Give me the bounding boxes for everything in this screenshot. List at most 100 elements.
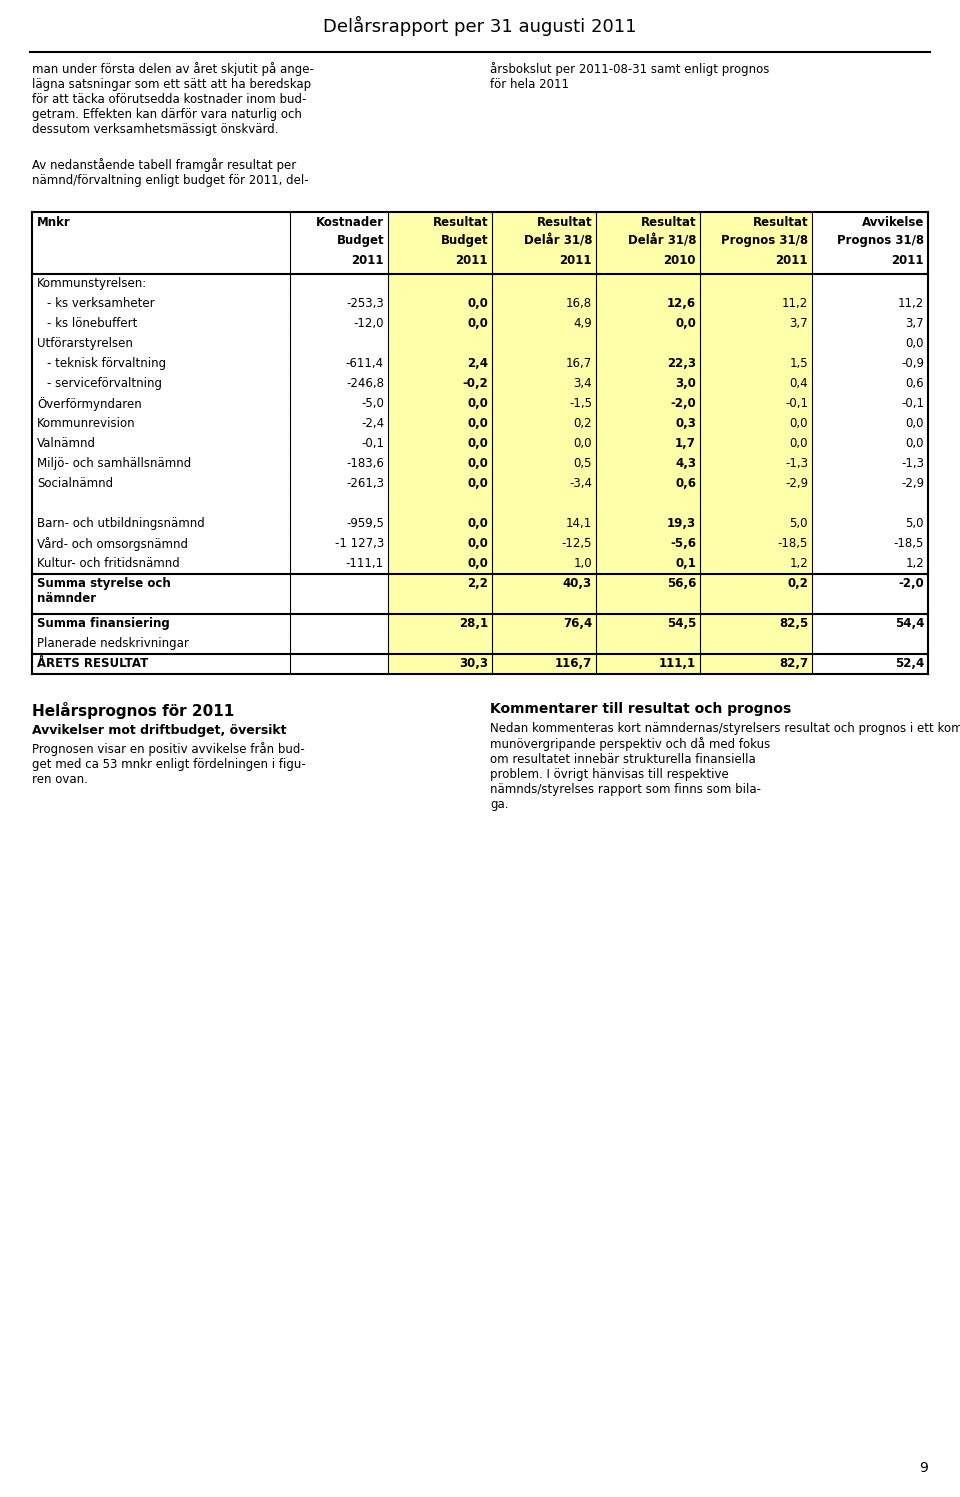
Bar — [492, 374, 596, 394]
Bar — [388, 415, 492, 434]
Text: 0,2: 0,2 — [787, 576, 808, 590]
Text: Summa finansiering: Summa finansiering — [37, 617, 170, 630]
Text: 9: 9 — [919, 1461, 928, 1475]
Text: 0,0: 0,0 — [468, 317, 488, 329]
Bar — [700, 454, 812, 475]
Bar — [596, 635, 700, 654]
Text: -111,1: -111,1 — [346, 557, 384, 570]
Bar — [700, 274, 812, 293]
Text: 3,7: 3,7 — [789, 317, 808, 329]
Bar — [492, 635, 596, 654]
Text: 0,0: 0,0 — [789, 418, 808, 430]
Bar — [596, 293, 700, 314]
Text: 0,0: 0,0 — [789, 437, 808, 451]
Bar — [700, 573, 812, 614]
Text: Resultat: Resultat — [432, 216, 488, 229]
Bar — [388, 394, 492, 415]
Text: 0,4: 0,4 — [789, 377, 808, 391]
Text: 16,8: 16,8 — [565, 296, 592, 310]
Bar — [596, 554, 700, 573]
Bar — [700, 513, 812, 534]
Bar — [700, 434, 812, 454]
Bar — [388, 475, 492, 494]
Bar — [388, 274, 492, 293]
Text: 0,0: 0,0 — [468, 418, 488, 430]
Text: 22,3: 22,3 — [667, 356, 696, 370]
Text: Nedan kommenteras kort nämndernas/styrelsers resultat och prognos i ett kom-
mun: Nedan kommenteras kort nämndernas/styrel… — [490, 722, 960, 811]
Bar — [596, 475, 700, 494]
Text: 2011: 2011 — [351, 254, 384, 266]
Text: 52,4: 52,4 — [895, 657, 924, 671]
Text: -12,0: -12,0 — [353, 317, 384, 329]
Bar — [492, 334, 596, 353]
Text: Helårsprognos för 2011: Helårsprognos för 2011 — [32, 702, 234, 719]
Text: 0,6: 0,6 — [905, 377, 924, 391]
Text: Prognosen visar en positiv avvikelse från bud-
get med ca 53 mnkr enligt fördeln: Prognosen visar en positiv avvikelse frå… — [32, 743, 305, 786]
Text: 14,1: 14,1 — [565, 516, 592, 530]
Bar — [492, 573, 596, 614]
Text: 0,2: 0,2 — [573, 418, 592, 430]
Text: 0,0: 0,0 — [573, 437, 592, 451]
Text: 28,1: 28,1 — [459, 617, 488, 630]
Text: Utförarstyrelsen: Utförarstyrelsen — [37, 337, 132, 350]
Text: 4,9: 4,9 — [573, 317, 592, 329]
Bar — [596, 334, 700, 353]
Bar — [596, 454, 700, 475]
Text: 0,0: 0,0 — [675, 317, 696, 329]
Bar — [388, 454, 492, 475]
Text: Socialnämnd: Socialnämnd — [37, 478, 113, 490]
Text: 76,4: 76,4 — [563, 617, 592, 630]
Text: Kommunrevision: Kommunrevision — [37, 418, 135, 430]
Text: 0,0: 0,0 — [468, 516, 488, 530]
Text: 0,0: 0,0 — [468, 437, 488, 451]
Text: 2011: 2011 — [455, 254, 488, 266]
Bar — [700, 475, 812, 494]
Bar — [700, 353, 812, 374]
Bar — [700, 654, 812, 674]
Text: årsbokslut per 2011-08-31 samt enligt prognos
för hela 2011: årsbokslut per 2011-08-31 samt enligt pr… — [490, 61, 769, 91]
Text: -959,5: -959,5 — [347, 516, 384, 530]
Text: Miljö- och samhällsnämnd: Miljö- och samhällsnämnd — [37, 457, 191, 470]
Text: -253,3: -253,3 — [347, 296, 384, 310]
Bar — [388, 434, 492, 454]
Bar — [388, 614, 492, 635]
Bar — [492, 654, 596, 674]
Bar — [700, 614, 812, 635]
Bar — [700, 635, 812, 654]
Text: 0,0: 0,0 — [468, 457, 488, 470]
Text: -2,0: -2,0 — [670, 397, 696, 410]
Text: -261,3: -261,3 — [346, 478, 384, 490]
Text: 0,1: 0,1 — [675, 557, 696, 570]
Bar — [700, 213, 812, 274]
Text: Resultat: Resultat — [537, 216, 592, 229]
Text: Kommentarer till resultat och prognos: Kommentarer till resultat och prognos — [490, 702, 791, 716]
Text: -0,1: -0,1 — [361, 437, 384, 451]
Bar — [492, 274, 596, 293]
Bar — [388, 573, 492, 614]
Text: -3,4: -3,4 — [569, 478, 592, 490]
Text: -2,9: -2,9 — [900, 478, 924, 490]
Text: 0,3: 0,3 — [675, 418, 696, 430]
Bar — [700, 534, 812, 554]
Bar — [700, 415, 812, 434]
Bar — [596, 434, 700, 454]
Text: -5,0: -5,0 — [361, 397, 384, 410]
Text: Avvikelse: Avvikelse — [862, 216, 924, 229]
Text: 5,0: 5,0 — [789, 516, 808, 530]
Bar — [388, 654, 492, 674]
Text: -18,5: -18,5 — [778, 537, 808, 549]
Text: Budget: Budget — [336, 234, 384, 247]
Text: Kommunstyrelsen:: Kommunstyrelsen: — [37, 277, 147, 290]
Bar — [388, 494, 492, 513]
Text: Resultat: Resultat — [753, 216, 808, 229]
Text: -0,1: -0,1 — [901, 397, 924, 410]
Text: 111,1: 111,1 — [659, 657, 696, 671]
Bar — [700, 554, 812, 573]
Text: - serviceförvaltning: - serviceförvaltning — [47, 377, 162, 391]
Text: -0,9: -0,9 — [901, 356, 924, 370]
Text: -246,8: -246,8 — [346, 377, 384, 391]
Text: 40,3: 40,3 — [563, 576, 592, 590]
Bar — [596, 353, 700, 374]
Bar — [596, 374, 700, 394]
Bar — [700, 293, 812, 314]
